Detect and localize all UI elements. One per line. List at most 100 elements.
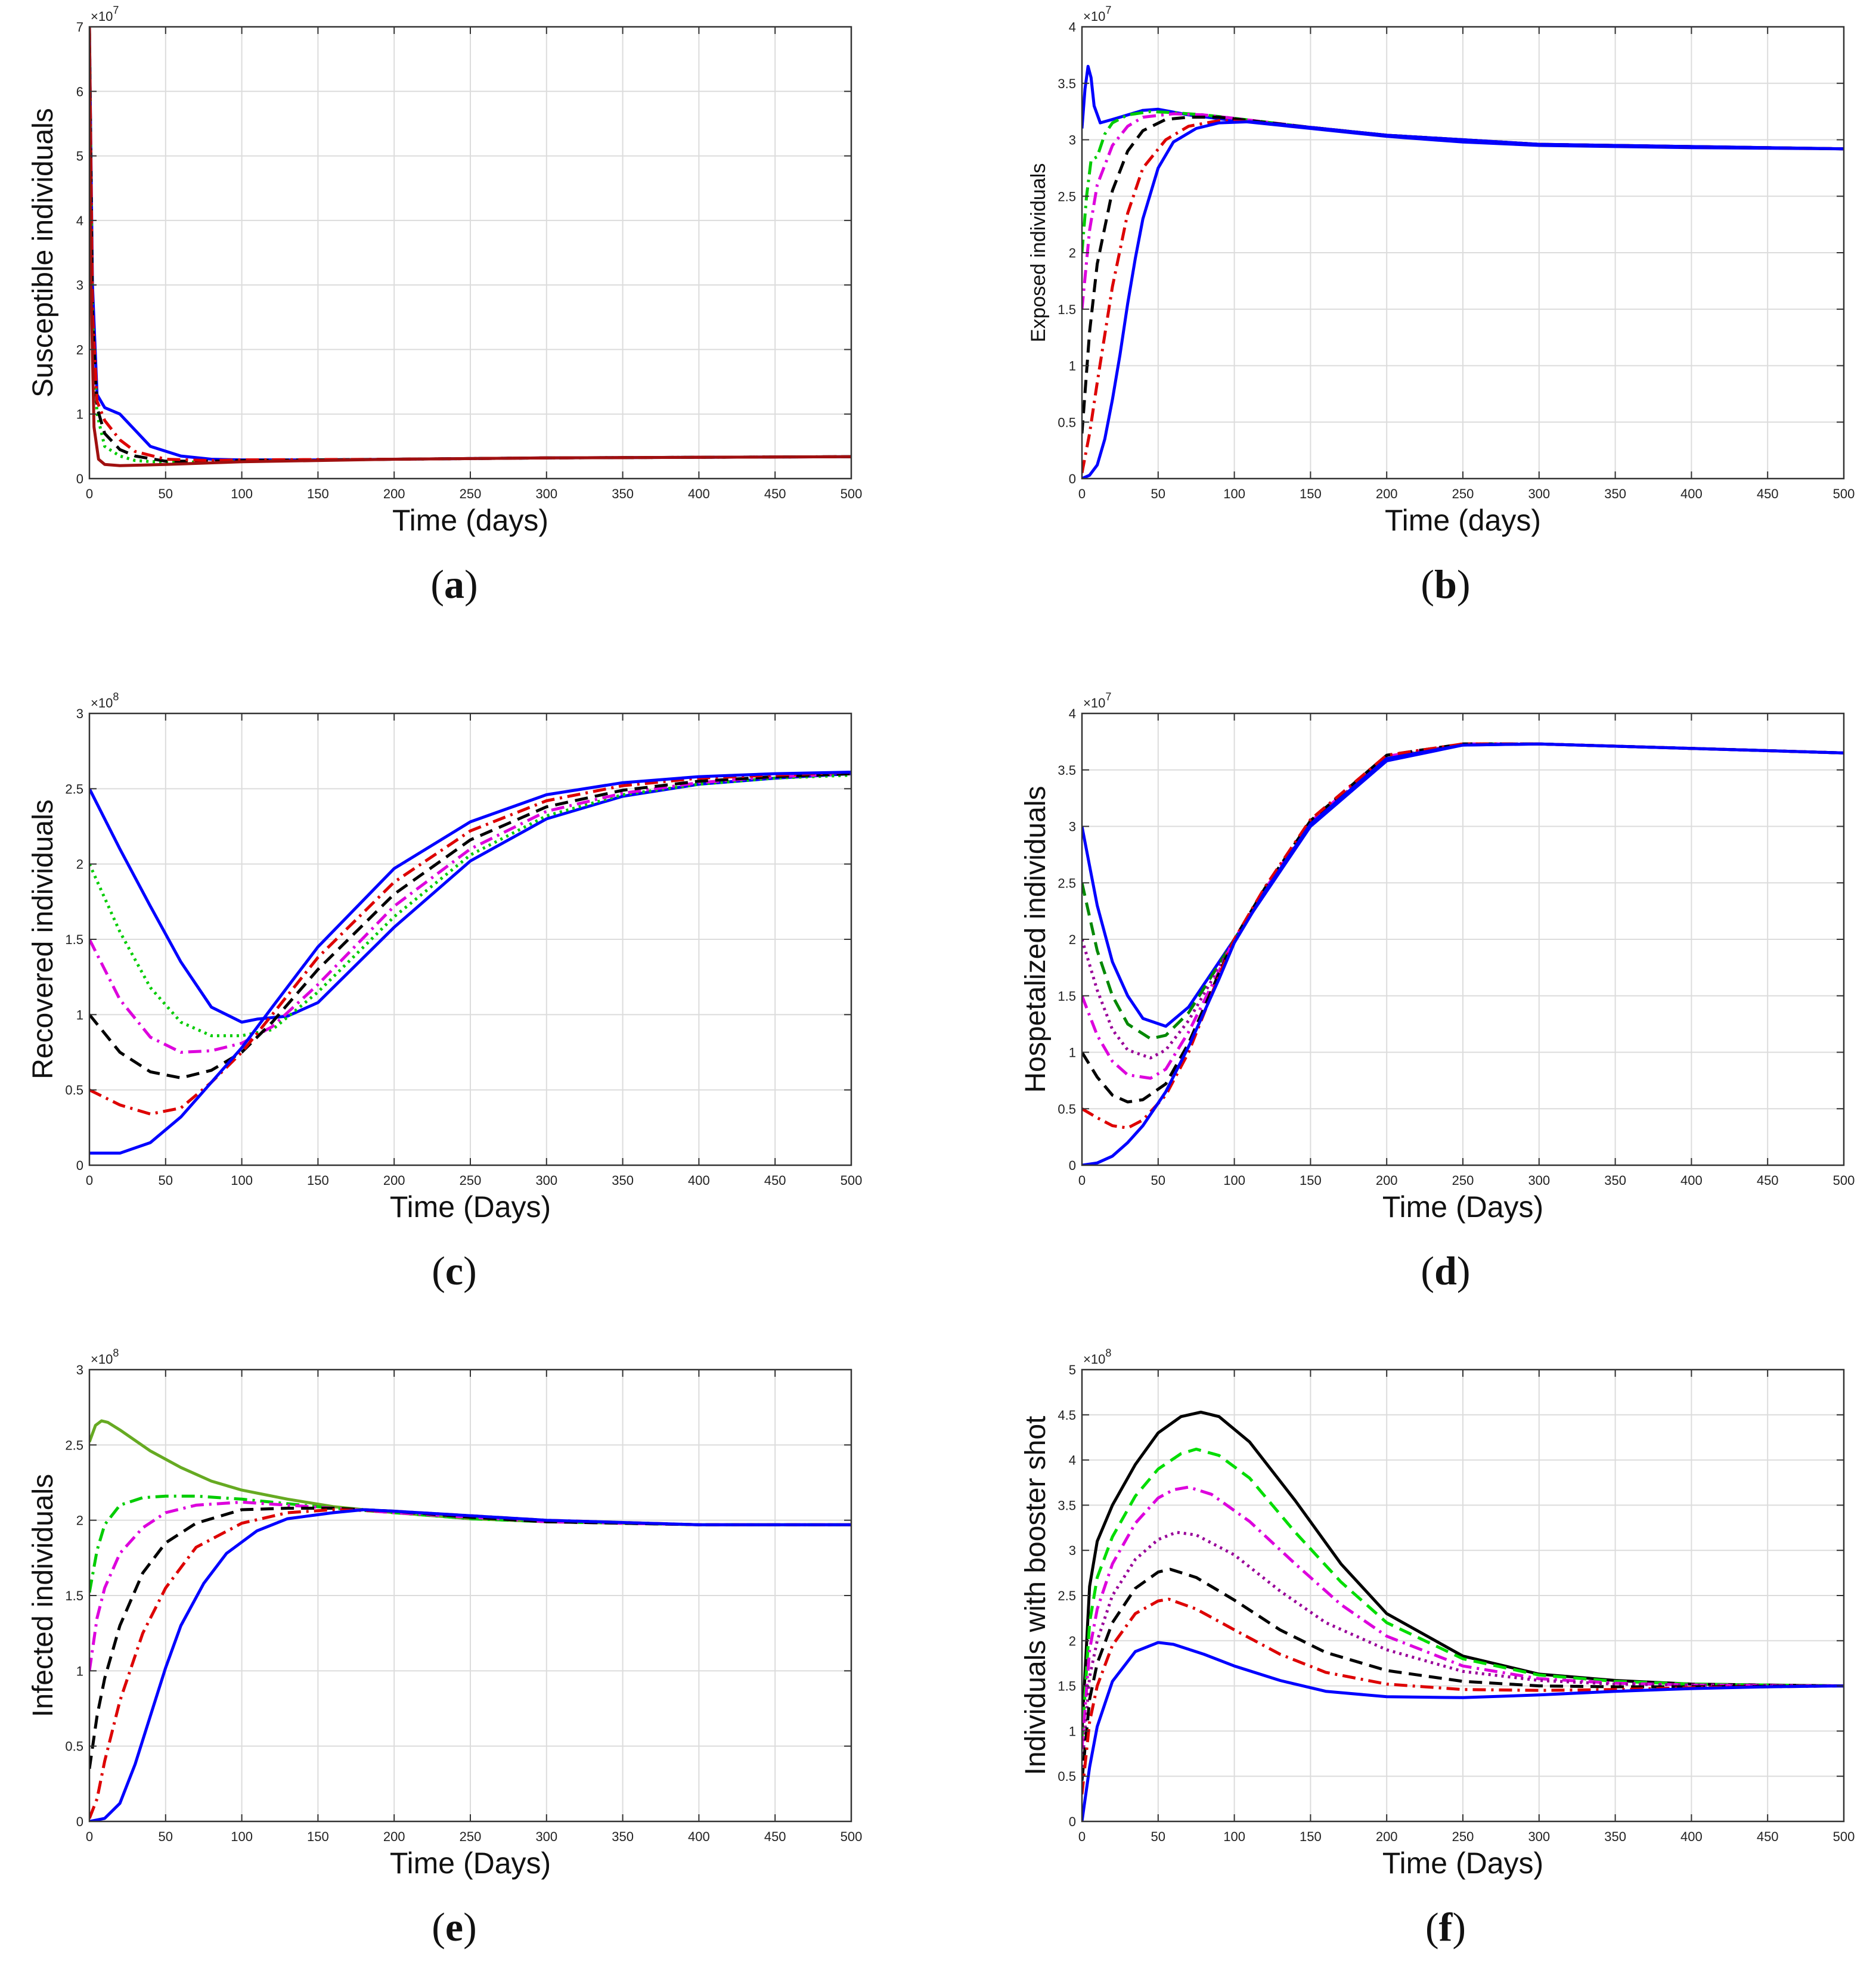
y-tick-label: 1.5 <box>1058 989 1076 1004</box>
y-axis-label: Susceptible individuals <box>27 108 59 398</box>
series-line-4 <box>89 27 851 463</box>
x-tick-label: 250 <box>460 486 482 501</box>
x-tick-label: 400 <box>688 1829 710 1844</box>
chart-panel-f: 0 50 100 150 200 250 300 350 400 450 500 0 0.5 1 1.5 2 2… <box>1020 1347 1855 1950</box>
series-line-6 <box>89 771 851 1155</box>
y-tick-label: 1 <box>76 1007 83 1022</box>
x-tick-label: 500 <box>1833 1829 1855 1844</box>
axis-scale-exponent: ×108 <box>91 691 119 710</box>
x-tick-label: 150 <box>307 1829 329 1844</box>
y-tick-label: 2 <box>76 1513 83 1528</box>
x-tick-label: 100 <box>1223 486 1245 501</box>
y-tick-label: 1 <box>1069 359 1076 374</box>
y-tick-label: 6 <box>76 84 83 99</box>
scale-base: ×10 <box>1083 9 1105 24</box>
panel-label: (c) <box>432 1248 477 1293</box>
x-tick-label: 0 <box>1078 486 1086 501</box>
y-tick-label: 0 <box>1069 471 1076 486</box>
chart-panel-a: 0 50 100 150 200 250 300 350 400 450 50001234567×1… <box>27 4 862 607</box>
y-tick-label: 0 <box>76 1158 83 1173</box>
y-tick-label: 3 <box>1069 1543 1076 1558</box>
series-line-4 <box>89 772 851 1079</box>
x-tick-label: 0 <box>86 1173 93 1188</box>
series-line-2 <box>89 1494 851 1593</box>
series-line-6 <box>1082 120 1844 479</box>
scale-base: ×10 <box>91 1352 113 1367</box>
axis-scale-exponent: ×107 <box>91 4 119 24</box>
y-tick-label: 4 <box>1069 706 1076 721</box>
panel-letter: a <box>444 561 464 607</box>
panel-paren-close: ) <box>1452 1904 1466 1950</box>
x-tick-label: 50 <box>159 486 173 501</box>
scale-power: 7 <box>1105 4 1111 16</box>
x-tick-label: 250 <box>1452 486 1474 501</box>
series-line-2 <box>1082 1447 1844 1740</box>
y-axis-label: Individuals with booster shot <box>1020 1416 1052 1776</box>
x-tick-label: 300 <box>1528 1829 1550 1844</box>
series-line-7 <box>1082 1641 1844 1821</box>
y-tick-label: 0 <box>1069 1814 1076 1829</box>
panel-letter: f <box>1439 1904 1453 1950</box>
y-tick-label: 7 <box>76 20 83 35</box>
x-tick-label: 50 <box>1151 486 1165 501</box>
x-tick-label: 100 <box>1223 1829 1245 1844</box>
x-tick-label: 0 <box>86 1829 93 1844</box>
y-axis-label: Infected individuals <box>27 1474 59 1717</box>
x-tick-label: 150 <box>1300 486 1322 501</box>
y-tick-label: 0.5 <box>1058 1769 1076 1784</box>
x-tick-label: 300 <box>535 1829 557 1844</box>
panel-paren-open: ( <box>1421 561 1434 607</box>
x-tick-label: 400 <box>1680 486 1703 501</box>
x-tick-label: 0 <box>1078 1829 1086 1844</box>
x-tick-label: 450 <box>764 486 786 501</box>
x-tick-label: 100 <box>231 1829 253 1844</box>
chart-panel-e: 0 50 100 150 200 250 300 350 400 450 500 0 0.5 1 1.5 2 2… <box>27 1347 862 1950</box>
y-tick-label: 4 <box>1069 20 1076 35</box>
x-tick-label: 500 <box>841 486 863 501</box>
x-tick-label: 350 <box>1604 1173 1626 1188</box>
x-tick-label: 200 <box>383 486 405 501</box>
series-line-4 <box>1082 1531 1844 1768</box>
series-line-5 <box>89 771 851 1116</box>
x-tick-label: 50 <box>1151 1829 1165 1844</box>
scale-base: ×10 <box>1083 696 1105 710</box>
y-tick-label: 0 <box>1069 1158 1076 1173</box>
x-tick-label: 350 <box>612 1173 634 1188</box>
panel-letter: e <box>445 1904 463 1950</box>
panel-paren-close: ) <box>463 1248 477 1293</box>
y-tick-label: 2 <box>1069 246 1076 260</box>
panel-paren-open: ( <box>432 1248 445 1293</box>
x-tick-label: 100 <box>1223 1173 1245 1188</box>
y-tick-label: 2.5 <box>65 781 83 796</box>
y-tick-label: 1 <box>76 407 83 422</box>
series-line-3 <box>89 772 851 1054</box>
x-tick-label: 50 <box>159 1173 173 1188</box>
x-tick-label: 0 <box>1078 1173 1086 1188</box>
chart-panel-b: 0 50 100 150 200 250 300 350 400 450 500 0 0.5 1 1.5 2 2… <box>1027 4 1855 607</box>
series-line-6 <box>89 1508 851 1821</box>
y-tick-label: 2 <box>76 342 83 357</box>
panel-paren-open: ( <box>1425 1904 1439 1950</box>
x-tick-label: 450 <box>1757 1829 1779 1844</box>
y-tick-label: 3 <box>1069 820 1076 834</box>
panel-label: (e) <box>432 1904 477 1950</box>
x-tick-label: 450 <box>1757 1173 1779 1188</box>
x-tick-label: 200 <box>383 1829 405 1844</box>
y-tick-label: 2.5 <box>1058 876 1076 890</box>
y-tick-label: 4 <box>1069 1453 1076 1468</box>
scale-power: 7 <box>113 4 119 16</box>
y-axis-label: Exposed individuals <box>1027 163 1050 343</box>
y-tick-label: 0 <box>76 1814 83 1829</box>
y-tick-label: 0.5 <box>1058 1101 1076 1116</box>
scale-power: 8 <box>1105 1347 1111 1359</box>
panel-paren-open: ( <box>1421 1248 1434 1293</box>
series-line-5 <box>89 1508 851 1819</box>
x-tick-label: 100 <box>231 486 253 501</box>
y-tick-label: 2 <box>76 857 83 872</box>
panel-paren-close: ) <box>1457 561 1471 607</box>
x-tick-label: 50 <box>1151 1173 1165 1188</box>
y-tick-label: 1.5 <box>1058 302 1076 317</box>
x-tick-label: 150 <box>1300 1829 1322 1844</box>
panel-paren-close: ) <box>1457 1248 1471 1293</box>
